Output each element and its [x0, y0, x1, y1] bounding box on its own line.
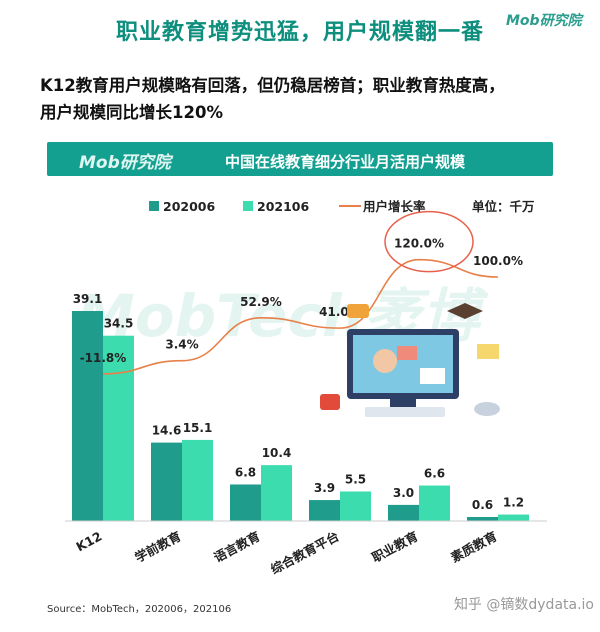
- unit-label: 单位：千万: [472, 199, 535, 214]
- summary-text: K12教育用户规模略有回落，但仍稳居榜首；职业教育热度高， 用户规模同比增长12…: [40, 72, 580, 126]
- illustration-monitor-screen: [353, 335, 453, 393]
- bar-202106-4: [419, 485, 450, 521]
- illustration-chat-bubble: [347, 304, 369, 318]
- bar-value-label-202106-1: 15.1: [183, 421, 213, 435]
- zhihu-watermark: 知乎 @镝数dydata.io: [453, 597, 594, 613]
- bar-value-label-202006-4: 3.0: [393, 486, 414, 500]
- category-label-3: 综合教育平台: [268, 528, 341, 576]
- bar-202006-4: [388, 504, 419, 521]
- bar-202006-5: [467, 517, 498, 521]
- legend-swatch-202106: [243, 201, 253, 211]
- bar-202106-0: [103, 335, 134, 521]
- illustration-mug: [320, 394, 340, 410]
- page-title: 职业教育增势迅猛，用户规模翻一番: [115, 20, 484, 45]
- category-label-1: 学前教育: [132, 528, 184, 565]
- category-label-5: 素质教育: [448, 528, 500, 565]
- illustration-envelope: [477, 344, 499, 359]
- growth-rate-label-5: 100.0%: [473, 254, 523, 268]
- bar-value-label-202006-3: 3.9: [314, 481, 335, 495]
- chart-banner: [47, 142, 553, 176]
- illustration-mouse: [474, 402, 500, 416]
- source-note: Source：MobTech，202006，202106: [47, 604, 232, 615]
- growth-rate-line: [102, 258, 499, 375]
- illustration-keyboard: [365, 407, 445, 417]
- growth-rate-label-1: 3.4%: [165, 338, 198, 352]
- illustration-monitor-stand: [390, 399, 416, 407]
- bar-value-label-202006-5: 0.6: [472, 498, 493, 512]
- legend-label-202006: 202006: [163, 199, 215, 214]
- legend-swatch-202006: [149, 201, 159, 211]
- bar-202006-2: [230, 484, 261, 521]
- bar-value-label-202106-5: 1.2: [503, 496, 524, 510]
- bar-202106-5: [498, 514, 529, 521]
- bar-value-label-202106-4: 6.6: [424, 467, 445, 481]
- bar-202106-2: [261, 465, 292, 521]
- illustration-screen-card: [397, 346, 417, 360]
- illustration-person-head: [373, 349, 397, 373]
- category-label-2: 语言教育: [211, 528, 263, 565]
- legend-label-202106: 202106: [257, 199, 309, 214]
- bar-value-label-202106-2: 10.4: [262, 446, 292, 460]
- growth-rate-label-0: -11.8%: [80, 351, 127, 365]
- mob-logo: Mob研究院: [506, 13, 582, 29]
- chart-title: 中国在线教育细分行业月活用户规模: [225, 153, 466, 171]
- legend-label-growth: 用户增长率: [362, 199, 426, 214]
- bar-value-label-202106-0: 34.5: [104, 317, 134, 331]
- highlight-circle: [384, 210, 474, 273]
- bar-202006-0: [72, 311, 103, 521]
- bar-202006-1: [151, 442, 182, 521]
- summary-line-1: K12教育用户规模略有回落，但仍稳居榜首；职业教育热度高，: [40, 76, 505, 95]
- growth-rate-label-4: 120.0%: [394, 237, 444, 251]
- bar-value-label-202006-0: 39.1: [73, 292, 103, 306]
- bar-202106-1: [182, 439, 213, 521]
- category-label-0: K12: [73, 528, 104, 554]
- bar-value-label-202006-2: 6.8: [235, 465, 256, 479]
- illustration-screen-card-2: [420, 368, 445, 384]
- bar-value-label-202006-1: 14.6: [152, 424, 182, 438]
- bar-202106-3: [340, 491, 371, 521]
- chart-panel: MobTech袤博 202006 202106 用户增长率 单位：千万 39.1 34.5 K…: [47, 176, 553, 586]
- bar-202006-3: [309, 500, 340, 521]
- bar-value-label-202106-3: 5.5: [345, 472, 366, 486]
- summary-line-2: 用户规模同比增长120%: [40, 103, 223, 122]
- growth-rate-label-2: 52.9%: [240, 295, 282, 309]
- category-label-4: 职业教育: [369, 528, 421, 565]
- illustration-grad-cap: [447, 303, 483, 319]
- chart-banner-logo: Mob研究院: [79, 153, 171, 173]
